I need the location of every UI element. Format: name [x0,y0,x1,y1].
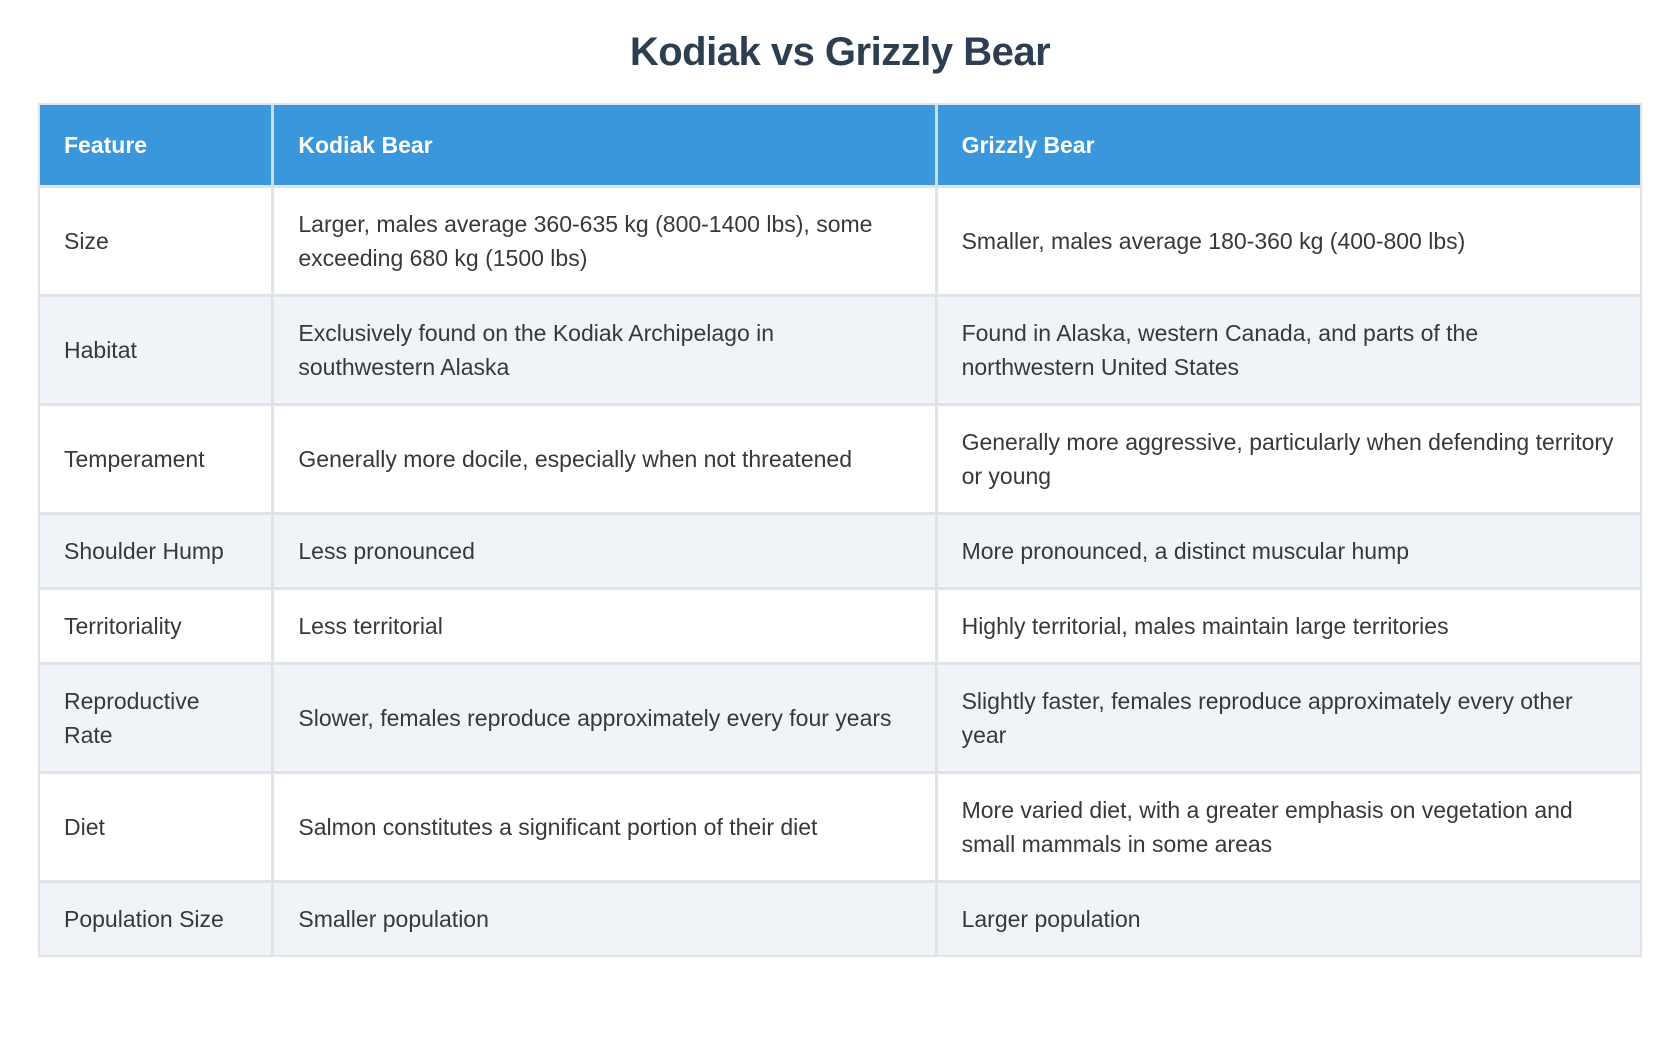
feature-cell: Size [40,185,275,294]
grizzly-cell: Highly territorial, males maintain large… [937,587,1640,662]
grizzly-cell: Larger population [937,880,1640,955]
row-diet: Diet Salmon constitutes a significant po… [40,771,1640,880]
row-population-size: Population Size Smaller population Large… [40,880,1640,955]
grizzly-cell: More varied diet, with a greater emphasi… [937,771,1640,880]
kodiak-cell: Slower, females reproduce approximately … [274,662,938,771]
kodiak-cell: Less territorial [274,587,938,662]
kodiak-cell: Less pronounced [274,512,938,587]
feature-cell: Population Size [40,880,275,955]
kodiak-cell: Generally more docile, especially when n… [274,403,938,512]
row-reproductive-rate: Reproductive Rate Slower, females reprod… [40,662,1640,771]
grizzly-cell: Slightly faster, females reproduce appro… [937,662,1640,771]
table-header-row: Feature Kodiak Bear Grizzly Bear [40,105,1640,185]
row-territoriality: Territoriality Less territorial Highly t… [40,587,1640,662]
column-header-kodiak: Kodiak Bear [274,105,938,185]
feature-cell: Diet [40,771,275,880]
row-shoulder-hump: Shoulder Hump Less pronounced More prono… [40,512,1640,587]
feature-cell: Temperament [40,403,275,512]
row-temperament: Temperament Generally more docile, espec… [40,403,1640,512]
feature-cell: Habitat [40,294,275,403]
grizzly-cell: Generally more aggressive, particularly … [937,403,1640,512]
column-header-feature: Feature [40,105,275,185]
feature-cell: Reproductive Rate [40,662,275,771]
feature-cell: Shoulder Hump [40,512,275,587]
kodiak-cell: Exclusively found on the Kodiak Archipel… [274,294,938,403]
kodiak-cell: Larger, males average 360-635 kg (800-14… [274,185,938,294]
grizzly-cell: Smaller, males average 180-360 kg (400-8… [937,185,1640,294]
grizzly-cell: Found in Alaska, western Canada, and par… [937,294,1640,403]
grizzly-cell: More pronounced, a distinct muscular hum… [937,512,1640,587]
kodiak-cell: Salmon constitutes a significant portion… [274,771,938,880]
comparison-table: Feature Kodiak Bear Grizzly Bear Size La… [38,103,1642,957]
row-size: Size Larger, males average 360-635 kg (8… [40,185,1640,294]
kodiak-cell: Smaller population [274,880,938,955]
feature-cell: Territoriality [40,587,275,662]
column-header-grizzly: Grizzly Bear [937,105,1640,185]
page-title: Kodiak vs Grizzly Bear [629,30,1051,74]
row-habitat: Habitat Exclusively found on the Kodiak … [40,294,1640,403]
